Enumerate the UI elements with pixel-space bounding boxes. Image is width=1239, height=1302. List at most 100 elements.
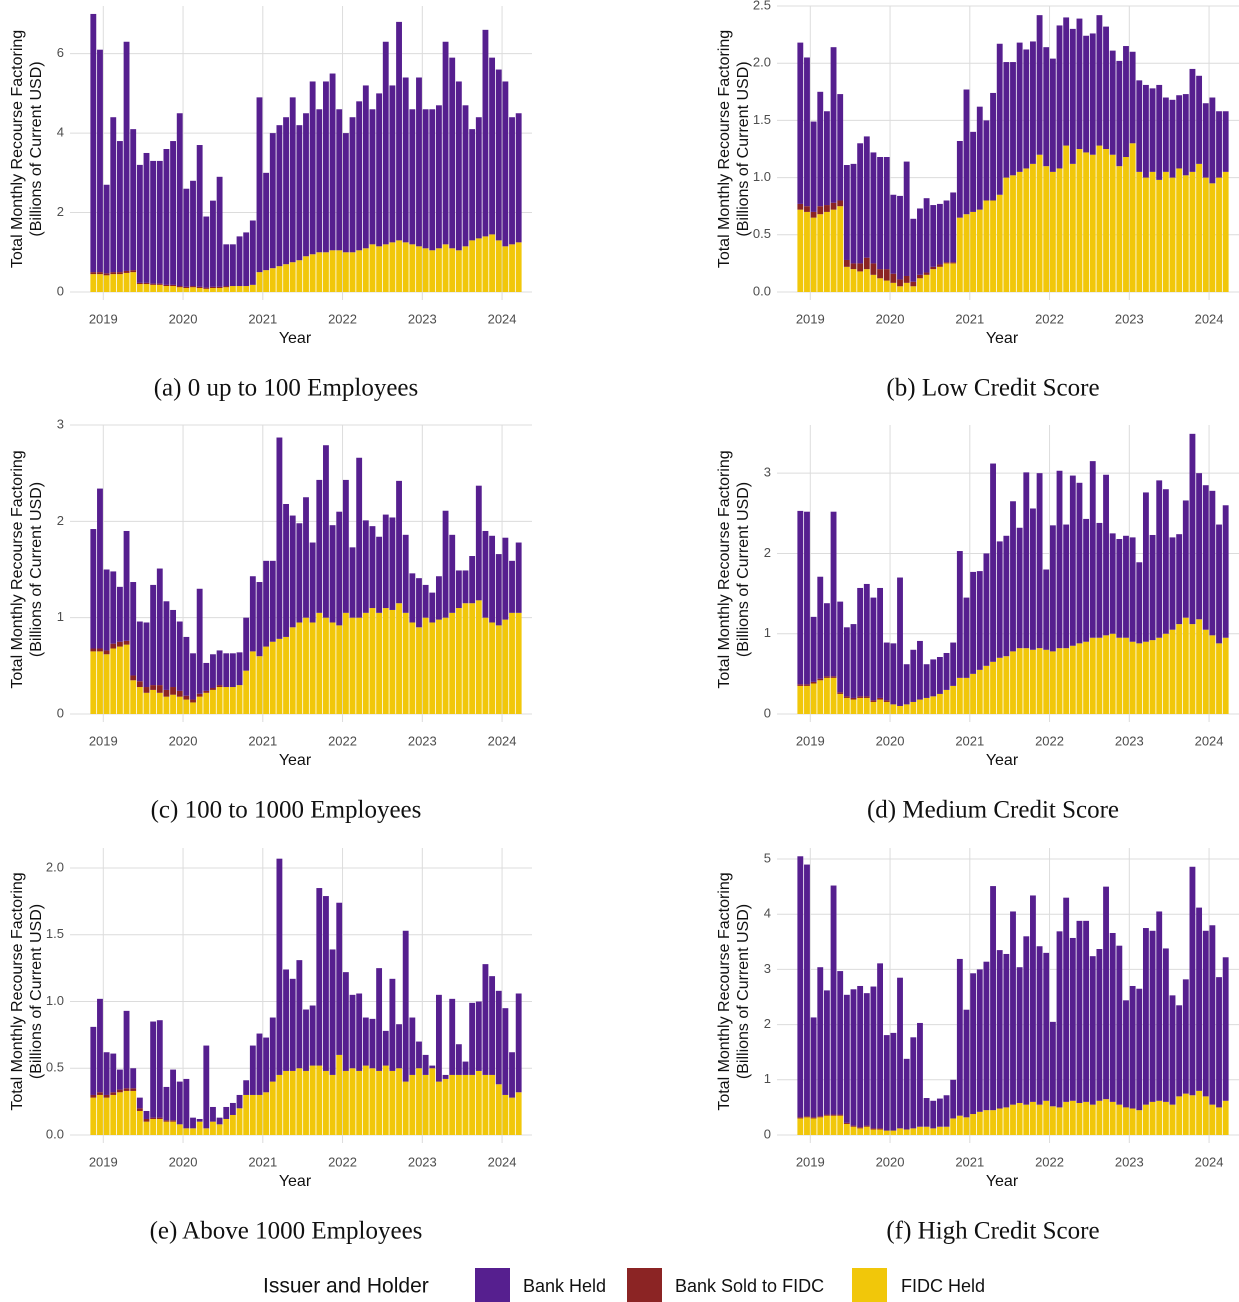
bar-segment (1169, 995, 1176, 1105)
x-tick-label: 2020 (876, 311, 905, 326)
bar-segment (422, 617, 429, 714)
bar-segment (1149, 171, 1156, 292)
bar-segment (983, 200, 990, 292)
bar-segment (229, 1114, 236, 1135)
x-axis-title: Year (986, 330, 1019, 347)
bar-segment (442, 244, 449, 292)
bar-segment (329, 73, 336, 251)
bar-segment (389, 1070, 396, 1135)
bar-segment (877, 963, 884, 1129)
y-tick-label: 1.0 (46, 993, 64, 1008)
bar-segment (863, 993, 870, 1126)
bar-segment (269, 133, 276, 269)
bar-segment (103, 1052, 110, 1095)
bar-segment (1142, 177, 1149, 292)
bar-segment (435, 619, 442, 714)
bar-segment (110, 571, 117, 644)
bar-segment (804, 864, 810, 1117)
panel-caption: (d) Medium Credit Score (867, 797, 1119, 824)
bar-segment (930, 205, 937, 267)
bar-segment (903, 1129, 910, 1135)
bar-segment (216, 286, 223, 289)
bar-segment (917, 278, 923, 292)
bar-segment (143, 692, 150, 714)
bar-segment (1010, 911, 1016, 1105)
bar-segment (316, 1065, 323, 1135)
bar-segment (442, 1074, 449, 1079)
bar-segment (435, 248, 442, 292)
bar-segment (1083, 152, 1090, 292)
bar-segment (1023, 472, 1030, 649)
bar-segment (897, 577, 903, 706)
bar-segment (130, 270, 137, 273)
bar-segment (1109, 154, 1116, 292)
bar-segment (996, 541, 1003, 658)
bar-segment (1216, 977, 1222, 1108)
bar-segment (990, 200, 996, 292)
bar-segment (210, 200, 216, 287)
x-tick-label: 2024 (488, 1154, 517, 1169)
bar-segment (1202, 177, 1209, 292)
bar-segment (823, 211, 830, 292)
bar-segment (150, 584, 157, 686)
bar-segment (402, 242, 409, 292)
bar-segment (435, 1081, 442, 1135)
bar-segment (116, 641, 123, 647)
bar-segment (356, 457, 363, 618)
y-tick-label: 4 (764, 906, 771, 921)
bar-segment (435, 994, 442, 1082)
bar-segment (442, 1078, 449, 1135)
bar-segment (870, 986, 877, 1129)
bar-segment (170, 694, 177, 714)
bar-segment (1156, 1100, 1163, 1135)
x-tick-label: 2023 (408, 311, 437, 326)
bar-segment (176, 113, 183, 287)
bar-segment (1129, 641, 1136, 714)
bar-segment (176, 621, 183, 691)
bar-segment (1189, 171, 1196, 292)
bar-segment (409, 244, 416, 292)
bar-segment (316, 612, 323, 714)
bar-segment (1162, 171, 1169, 292)
bar-segment (156, 283, 163, 285)
bar-segment (817, 576, 824, 679)
bar-segment (797, 1118, 804, 1135)
bar-segment (356, 250, 363, 292)
bar-segment (130, 1068, 137, 1089)
legend-swatch (627, 1268, 662, 1302)
bar-segment (883, 269, 890, 281)
bar-segment (890, 643, 897, 705)
bar-segment (369, 1068, 376, 1135)
bar-segment (276, 858, 283, 1075)
bar-segment (890, 273, 897, 283)
bar-segment (870, 700, 877, 702)
bar-segment (1030, 895, 1036, 1102)
bar-segment (1049, 171, 1056, 292)
bar-segment (857, 263, 864, 272)
bar-segment (210, 286, 216, 289)
bar-segment (323, 252, 329, 292)
bar-segment (289, 97, 296, 263)
bar-segment (210, 687, 216, 690)
bar-segment (1142, 641, 1149, 714)
bar-segment (863, 136, 870, 258)
bar-segment (1063, 145, 1070, 292)
bar-segment (823, 990, 830, 1115)
bar-segment (1202, 1096, 1209, 1135)
bar-segment (170, 141, 177, 285)
bar-segment (469, 556, 476, 604)
bar-segment (910, 701, 917, 714)
bar-segment (110, 1092, 117, 1095)
bar-segment (976, 571, 983, 670)
bar-segment (950, 192, 957, 263)
bar-segment (469, 1002, 476, 1075)
bar-segment (976, 1111, 983, 1135)
bar-segment (429, 250, 436, 292)
bar-segment (309, 1005, 316, 1066)
y-tick-label: 0 (764, 705, 771, 720)
bar-segment (1149, 930, 1156, 1102)
bar-segment (382, 608, 389, 714)
y-tick-label: 5 (764, 850, 771, 865)
y-axis-title: (Billions of Current USD) (28, 61, 45, 236)
bar-segment (923, 272, 930, 275)
